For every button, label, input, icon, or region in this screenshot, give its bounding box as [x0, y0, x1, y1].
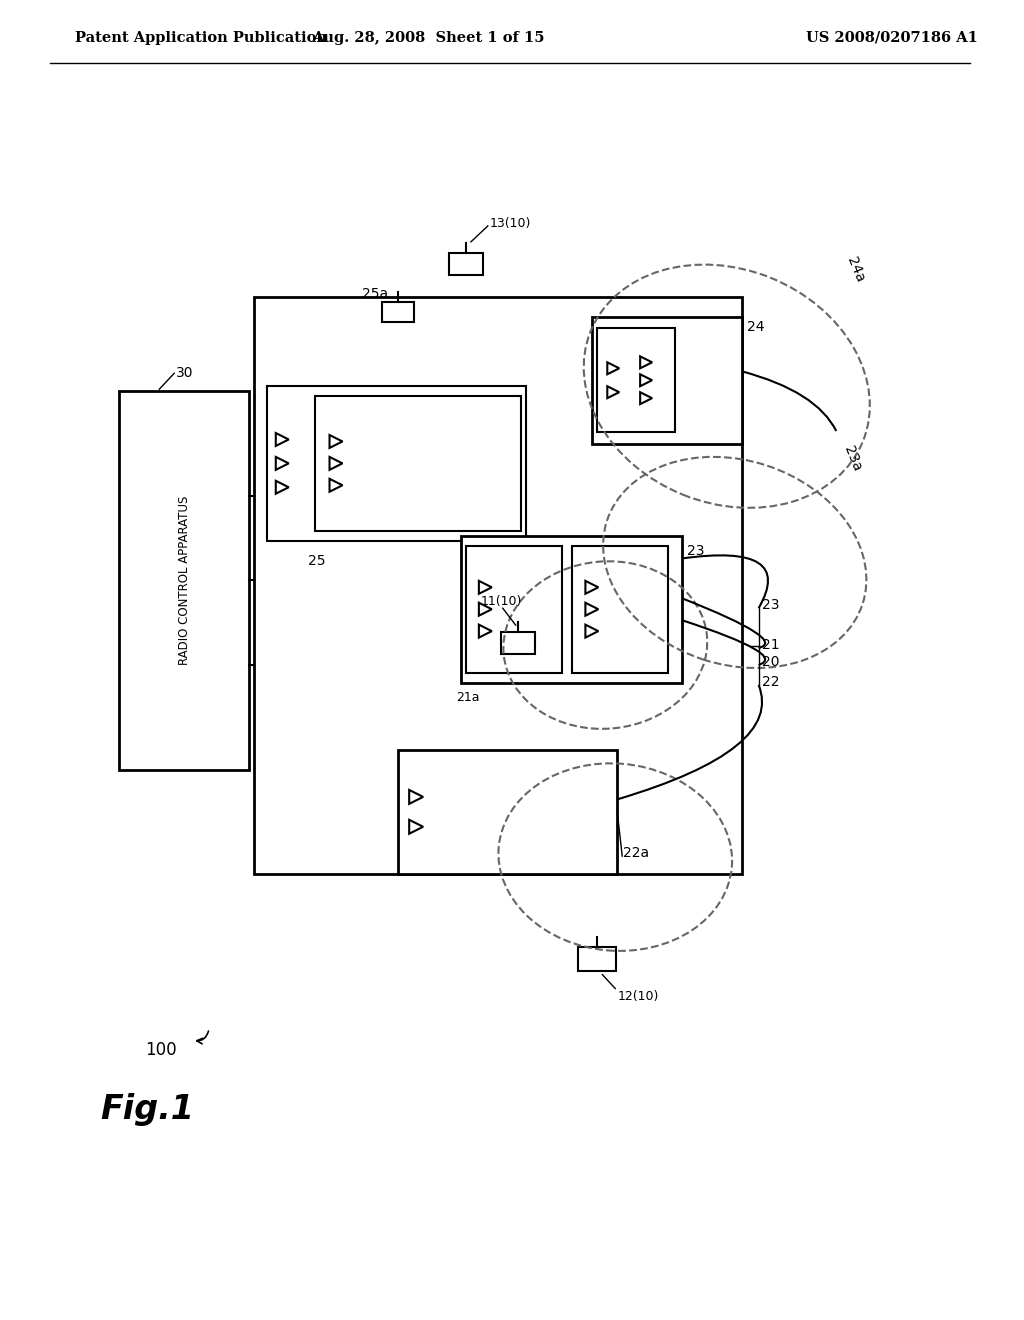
Text: RADIO CONTROL APPARATUS: RADIO CONTROL APPARATUS: [178, 496, 190, 665]
Text: 24: 24: [746, 319, 764, 334]
Text: Aug. 28, 2008  Sheet 1 of 15: Aug. 28, 2008 Sheet 1 of 15: [312, 30, 545, 45]
Polygon shape: [275, 457, 289, 470]
Polygon shape: [330, 479, 342, 492]
Text: 30: 30: [176, 366, 194, 380]
Bar: [597, 329, 675, 432]
Polygon shape: [607, 362, 620, 375]
Polygon shape: [479, 603, 492, 615]
Polygon shape: [275, 433, 289, 446]
Text: 22: 22: [762, 675, 779, 689]
Text: 22a: 22a: [624, 846, 649, 861]
Text: 23: 23: [762, 598, 779, 612]
Polygon shape: [479, 624, 492, 638]
Bar: [120, 391, 249, 770]
Polygon shape: [607, 387, 620, 399]
Text: 21a: 21a: [456, 692, 479, 705]
Bar: [466, 545, 561, 673]
Polygon shape: [640, 356, 652, 368]
Text: 21: 21: [762, 638, 779, 652]
Polygon shape: [479, 581, 492, 594]
Bar: [267, 387, 525, 540]
Polygon shape: [640, 392, 652, 404]
Bar: [398, 750, 617, 874]
Bar: [579, 946, 616, 970]
Text: 13(10): 13(10): [489, 218, 531, 231]
Text: Patent Application Publication: Patent Application Publication: [75, 30, 327, 45]
Text: 25a: 25a: [362, 286, 388, 301]
Text: 25: 25: [308, 554, 326, 569]
Text: 12(10): 12(10): [617, 990, 658, 1003]
Bar: [314, 396, 520, 531]
Bar: [382, 301, 414, 322]
Text: 11(10): 11(10): [481, 595, 522, 607]
Polygon shape: [640, 375, 652, 387]
Text: 23a: 23a: [842, 444, 864, 474]
Text: 24a: 24a: [844, 255, 867, 285]
Polygon shape: [410, 789, 423, 804]
Text: 20: 20: [762, 655, 779, 669]
Polygon shape: [410, 820, 423, 834]
Polygon shape: [275, 480, 289, 494]
Polygon shape: [586, 603, 598, 615]
Bar: [461, 536, 682, 682]
Polygon shape: [330, 436, 342, 447]
Polygon shape: [330, 457, 342, 470]
Bar: [449, 253, 483, 275]
Bar: [254, 297, 741, 874]
Text: Fig.1: Fig.1: [100, 1093, 195, 1126]
Text: US 2008/0207186 A1: US 2008/0207186 A1: [807, 30, 978, 45]
Bar: [501, 632, 535, 653]
Text: 23: 23: [687, 544, 705, 557]
Polygon shape: [586, 581, 598, 594]
Polygon shape: [586, 624, 598, 638]
Bar: [592, 317, 741, 444]
Bar: [572, 545, 668, 673]
Text: 100: 100: [145, 1041, 177, 1059]
